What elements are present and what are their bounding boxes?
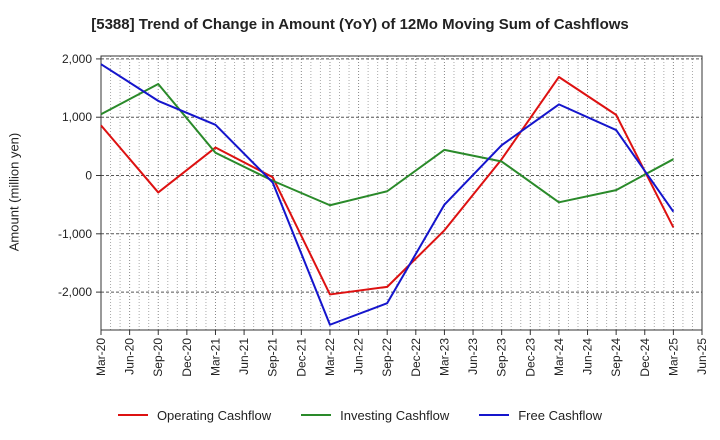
x-tick-label: Jun-21 [237, 338, 251, 375]
x-tick-label: Dec-21 [294, 338, 308, 377]
legend-swatch [117, 414, 148, 416]
chart-title: [5388] Trend of Change in Amount (YoY) o… [91, 16, 629, 33]
legend-label: Operating Cashflow [156, 407, 272, 423]
series-line-investing-cashflow [100, 82, 674, 207]
series-layer [100, 63, 675, 326]
x-tick-label: Dec-23 [523, 338, 537, 377]
legend-item: Operating Cashflow [117, 407, 272, 423]
legend-item: Free Cashflow [479, 408, 602, 423]
x-tick-label: Sep-20 [151, 338, 165, 377]
x-tick-label: Dec-22 [409, 338, 423, 377]
legend-swatch [301, 414, 332, 416]
plot-frame [100, 55, 703, 331]
x-tick-label: Jun-20 [123, 338, 137, 375]
legend-label: Investing Cashflow [340, 407, 450, 423]
grid-layer [101, 56, 702, 330]
x-tick-label: Sep-22 [380, 338, 394, 377]
x-tick-label: Dec-20 [180, 338, 194, 377]
legend-label: Free Cashflow [518, 407, 603, 423]
x-tick-label: Jun-22 [352, 338, 366, 375]
series-line-free-cashflow [100, 63, 675, 326]
x-tick-label: Mar-24 [552, 338, 566, 376]
legend-swatch [479, 414, 510, 416]
x-tick-label: Mar-20 [94, 338, 108, 376]
x-tick-label: Dec-24 [638, 338, 652, 377]
x-tick-label: Jun-23 [466, 338, 480, 375]
x-tick-label: Mar-23 [437, 338, 451, 376]
x-tick-label: Mar-22 [323, 338, 337, 376]
x-tick-label: Sep-23 [495, 338, 509, 377]
x-tick-label: Sep-21 [266, 338, 280, 377]
y-tick-label: 1,000 [62, 110, 92, 124]
y-tick-label: 2,000 [62, 52, 92, 66]
tick-layer: 2,000 1,000 0 -1,000 -2,000 Mar-20 Jun-20 Sep-2… [58, 52, 709, 377]
y-tick-label: -2,000 [58, 285, 92, 299]
series-line-operating-cashflow [100, 75, 675, 296]
axis-layer [96, 55, 703, 335]
x-tick-label: Jun-24 [581, 338, 595, 375]
x-tick-label: Jun-25 [695, 338, 709, 375]
x-tick-label: Mar-21 [208, 338, 222, 376]
y-tick-label: 0 [85, 169, 92, 183]
legend-item: Investing Cashflow [301, 408, 449, 423]
x-tick-label: Mar-25 [666, 338, 680, 376]
legend: Operating Cashflow Investing Cashflow Free… [0, 404, 720, 426]
y-tick-label: -1,000 [58, 227, 92, 241]
x-tick-label: Sep-24 [609, 338, 623, 377]
